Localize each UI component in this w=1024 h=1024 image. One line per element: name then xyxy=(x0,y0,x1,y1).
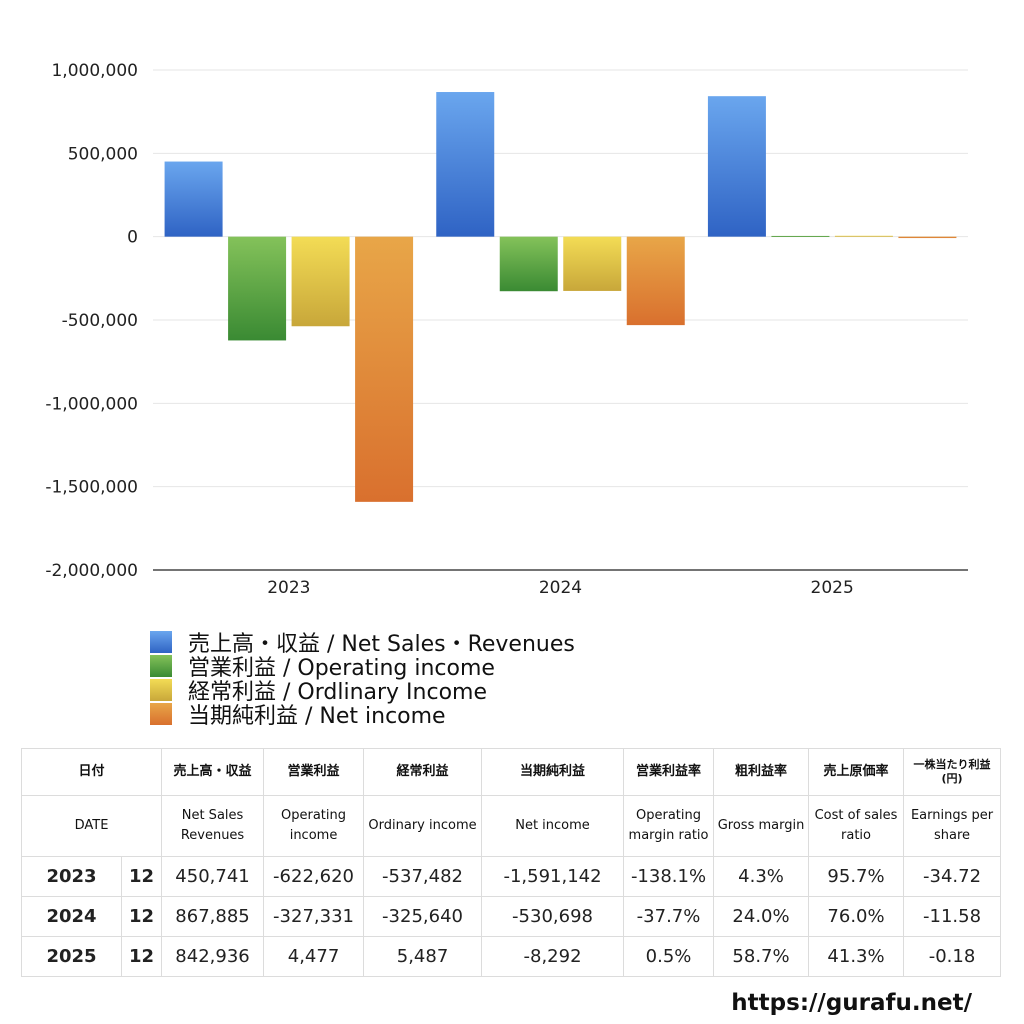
table-cell: -530,698 xyxy=(481,896,625,937)
bar-2023-series-1 xyxy=(228,236,287,341)
table-cell: -327,331 xyxy=(263,896,365,937)
bar-2024-series-0 xyxy=(436,92,495,237)
financial-table: 日付 売上高・収益 営業利益 経常利益 当期純利益 営業利益率 粗利益率 売上原… xyxy=(20,748,1002,977)
legend-label-ordinary-income: 経常利益 / Ordlinary Income xyxy=(188,680,487,705)
legend-item-net-sales: 売上高・収益 / Net Sales・Revenues xyxy=(150,630,575,657)
bar-2025-series-3 xyxy=(898,236,957,239)
y-tick-label: -1,000,000 xyxy=(45,394,138,414)
header-eps-en: Earnings per share xyxy=(903,795,1002,857)
table-row: 2024 12 867,885 -327,331 -325,640 -530,698 -37… xyxy=(21,896,1002,937)
table-cell: 867,885 xyxy=(161,896,265,937)
y-tick-label: 0 xyxy=(127,228,138,248)
header-date-en: DATE xyxy=(20,795,163,857)
legend: 売上高・収益 / Net Sales・Revenues 営業利益 / Opera… xyxy=(150,630,575,729)
header-operating-income-jp: 営業利益 xyxy=(263,748,365,796)
y-tick-label: 500,000 xyxy=(68,144,138,164)
table-cell: 842,936 xyxy=(161,936,265,977)
table-cell: 4,477 xyxy=(263,936,365,977)
legend-item-ordinary-income: 経常利益 / Ordlinary Income xyxy=(150,678,575,705)
bar-2025-series-2 xyxy=(834,235,893,237)
row-year: 2023 xyxy=(21,856,122,897)
table-cell: -34.72 xyxy=(903,856,1002,897)
legend-swatch-ordinary-income xyxy=(150,679,172,701)
x-tick-label: 2024 xyxy=(539,578,582,598)
site-url: https://gurafu.net/ xyxy=(731,990,972,1016)
y-tick-label: -1,500,000 xyxy=(45,478,138,498)
legend-item-net-income: 当期純利益 / Net income xyxy=(150,702,575,729)
x-tick-label: 2023 xyxy=(267,578,310,598)
header-date-jp: 日付 xyxy=(20,748,163,796)
header-net-sales-jp: 売上高・収益 xyxy=(161,748,265,796)
header-operating-income-en: Operating income xyxy=(263,795,365,857)
table-cell: -37.7% xyxy=(623,896,715,937)
table-cell: 4.3% xyxy=(713,856,810,897)
bar-chart: 1,000,000 500,000 0 -500,000 -1,000,000 -1,50… xyxy=(45,61,968,598)
bar-2023-series-3 xyxy=(355,236,414,502)
axis-labels: 1,000,000 500,000 0 -500,000 -1,000,000 -1,50… xyxy=(45,61,853,598)
table-row: 2023 12 450,741 -622,620 -537,482 -1,591,142-… xyxy=(21,856,1002,897)
header-net-income-en: Net income xyxy=(481,795,625,857)
bar-2024-series-1 xyxy=(499,236,558,292)
legend-swatch-operating-income xyxy=(150,655,172,677)
legend-swatch-net-income xyxy=(150,703,172,725)
row-month: 12 xyxy=(120,856,163,897)
grid-lines xyxy=(153,69,968,571)
table-cell: 41.3% xyxy=(808,936,905,977)
bar-2023-series-2 xyxy=(291,236,350,327)
row-month: 12 xyxy=(120,896,163,937)
table-cell: -325,640 xyxy=(363,896,483,937)
table-cell: 95.7% xyxy=(808,856,905,897)
table-cell: -8,292 xyxy=(481,936,625,977)
header-net-income-jp: 当期純利益 xyxy=(481,748,625,796)
header-ordinary-income-jp: 経常利益 xyxy=(363,748,483,796)
bars xyxy=(164,92,957,502)
y-tick-label: -500,000 xyxy=(62,311,138,331)
table-cell: 58.7% xyxy=(713,936,810,977)
legend-swatch-net-sales xyxy=(150,631,172,653)
header-ordinary-income-en: Ordinary income xyxy=(363,795,483,857)
table-cell: 76.0% xyxy=(808,896,905,937)
legend-label-net-sales: 売上高・収益 / Net Sales・Revenues xyxy=(188,632,575,657)
bar-2025-series-1 xyxy=(771,235,830,237)
header-gross-margin-jp: 粗利益率 xyxy=(713,748,810,796)
table-cell: -0.18 xyxy=(903,936,1002,977)
table-row: 2025 12 842,936 4,477 5,487 -8,292 0.5% 58.7% 41… xyxy=(21,936,1002,977)
table-cell: 24.0% xyxy=(713,896,810,937)
table-cell: -1,591,142 xyxy=(481,856,625,897)
row-year: 2025 xyxy=(21,936,122,977)
header-eps-jp: 一株当たり利益(円) xyxy=(903,748,1002,796)
bar-2024-series-2 xyxy=(563,236,622,291)
header-cost-ratio-en: Cost of sales ratio xyxy=(808,795,905,857)
header-gross-margin-en: Gross margin xyxy=(713,795,810,857)
table-cell: -622,620 xyxy=(263,856,365,897)
bar-2025-series-0 xyxy=(707,96,766,237)
table-cell: 5,487 xyxy=(363,936,483,977)
bar-2024-series-3 xyxy=(626,236,685,326)
legend-label-net-income: 当期純利益 / Net income xyxy=(188,704,446,729)
table-cell: 0.5% xyxy=(623,936,715,977)
table-cell: -537,482 xyxy=(363,856,483,897)
table-cell: -138.1% xyxy=(623,856,715,897)
y-tick-label: 1,000,000 xyxy=(51,61,138,81)
table-header-row-en: DATE Net Sales Revenues Operating income… xyxy=(20,795,1002,857)
table-cell: -11.58 xyxy=(903,896,1002,937)
header-net-sales-en: Net Sales Revenues xyxy=(161,795,265,857)
table-cell: 450,741 xyxy=(161,856,265,897)
table-header-row-jp: 日付 売上高・収益 営業利益 経常利益 当期純利益 営業利益率 粗利益率 売上原… xyxy=(20,748,1002,796)
header-operating-margin-jp: 営業利益率 xyxy=(623,748,715,796)
header-cost-ratio-jp: 売上原価率 xyxy=(808,748,905,796)
x-tick-label: 2025 xyxy=(811,578,854,598)
row-year: 2024 xyxy=(21,896,122,937)
row-month: 12 xyxy=(120,936,163,977)
y-tick-label: -2,000,000 xyxy=(45,561,138,581)
legend-label-operating-income: 営業利益 / Operating income xyxy=(188,656,495,681)
header-operating-margin-en: Operating margin ratio xyxy=(623,795,715,857)
legend-item-operating-income: 営業利益 / Operating income xyxy=(150,654,575,681)
bar-2023-series-0 xyxy=(164,161,223,237)
